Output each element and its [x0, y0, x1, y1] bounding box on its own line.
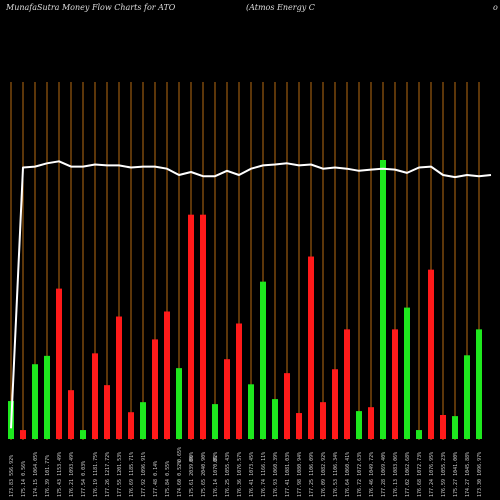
x-tick-label: 173.30 1096.97% — [477, 452, 483, 497]
bar — [308, 256, 314, 439]
x-tick-label: 175.14 0.56% — [21, 461, 27, 497]
bar — [20, 430, 26, 439]
bar — [176, 368, 182, 439]
bar — [404, 307, 410, 439]
x-tick-label: 175.27 1041.00% — [453, 452, 459, 497]
x-tick-label: 176.59 1055.23% — [441, 452, 447, 497]
bar — [260, 281, 266, 439]
bar — [236, 323, 242, 439]
chart-subtitle-edge: o — [493, 3, 498, 12]
bar — [428, 269, 434, 439]
marker-labels: 0.65% 0% 0% — [177, 447, 219, 462]
bar — [212, 404, 218, 439]
x-tick-label: 177.55 1201.53% — [117, 452, 123, 497]
bar — [140, 402, 146, 439]
x-tick-label: 175.61 2039.60% — [189, 452, 195, 497]
x-tick-label: 176.41 1073.45% — [249, 452, 255, 497]
bar — [356, 411, 362, 439]
chart-subtitle: (Atmos Energy C — [246, 3, 315, 12]
bar — [284, 373, 290, 439]
bar — [332, 369, 338, 439]
bar — [224, 359, 230, 439]
x-tick-label: 174.60 0.52% — [177, 461, 183, 497]
x-tick-label: 176.64 1060.41% — [345, 452, 351, 497]
x-tick-label: 177.26 1217.72% — [105, 452, 111, 497]
x-tick-label: 173.83 556.92% — [9, 455, 15, 497]
x-tick-label: 176.46 1049.72% — [369, 452, 375, 497]
x-tick-label: 176.72 1072.63% — [357, 452, 363, 497]
x-tick-label: 177.25 1106.09% — [309, 452, 315, 497]
bar — [476, 329, 482, 439]
x-tick-label: 176.13 1083.06% — [393, 452, 399, 497]
x-tick-label: 176.21 1093.49% — [69, 452, 75, 497]
bar — [116, 316, 122, 439]
x-tick-label: 177.24 1076.95% — [429, 452, 435, 497]
bar — [452, 416, 458, 439]
x-tick-label: 176.25 1055.43% — [225, 452, 231, 497]
bar — [188, 214, 194, 439]
x-tick-label: 177.92 1096.91% — [141, 452, 147, 497]
x-tick-label: 176.53 1106.34% — [333, 452, 339, 497]
bar — [56, 288, 62, 439]
bar — [416, 430, 422, 439]
x-tick-label: 176.74 1166.11% — [261, 452, 267, 497]
x-tick-label: 175.43 1153.49% — [57, 452, 63, 497]
x-tick-label: 177.28 1069.40% — [381, 452, 387, 497]
bar — [464, 355, 470, 439]
marker-label: 0.65% — [177, 447, 183, 462]
x-tick-label: 177.98 1080.94% — [297, 452, 303, 497]
bar — [68, 390, 74, 439]
bar — [296, 413, 302, 439]
x-tick-label: 177.41 1081.03% — [285, 452, 291, 497]
x-tick-label: 176.14 1070.82% — [213, 452, 219, 497]
x-tick-label: 176.19 1181.75% — [93, 452, 99, 497]
bar — [32, 364, 38, 439]
bar — [368, 407, 374, 439]
bar — [152, 339, 158, 439]
bar — [440, 415, 446, 439]
bar — [272, 399, 278, 439]
bar — [392, 329, 398, 439]
bar — [200, 214, 206, 439]
bar — [92, 353, 98, 439]
chart-title: MunafaSutra Money Flow Charts for ATO — [6, 3, 176, 12]
x-tick-label: 176.69 1185.71% — [129, 452, 135, 497]
x-tick-label: 177.48 0.14% — [153, 461, 159, 497]
x-tick-label: 175.84 0.55% — [165, 461, 171, 497]
x-tick-label: 176.39 101.77% — [45, 455, 51, 497]
price-line — [10, 160, 492, 429]
bar — [380, 160, 386, 439]
x-tick-label: 177.54 0.03% — [81, 461, 87, 497]
bar — [128, 412, 134, 439]
bar — [164, 311, 170, 439]
bar — [344, 329, 350, 439]
x-tick-label: 177.02 1062.68% — [405, 452, 411, 497]
bar — [248, 384, 254, 439]
x-tick-labels: 173.83 556.92% 175.14 0.56% 174.15 1064.05… — [9, 452, 483, 497]
bar — [104, 385, 110, 439]
bar — [44, 355, 50, 439]
x-tick-label: 174.15 1064.05% — [33, 452, 39, 497]
bar-series — [8, 160, 482, 439]
x-tick-label: 176.09 1082.92% — [321, 452, 327, 497]
x-tick-label: 176.93 1060.39% — [273, 452, 279, 497]
x-tick-label: 175.65 2040.90% — [201, 452, 207, 497]
bar — [80, 430, 86, 439]
x-tick-label: 176.68 1072.73% — [417, 452, 423, 497]
marker-label: 0% — [213, 456, 219, 462]
marker-label: 0% — [189, 456, 195, 462]
x-tick-label: 174.27 1045.88% — [465, 452, 471, 497]
bar — [320, 402, 326, 439]
x-tick-label: 176.36 1076.57% — [237, 452, 243, 497]
